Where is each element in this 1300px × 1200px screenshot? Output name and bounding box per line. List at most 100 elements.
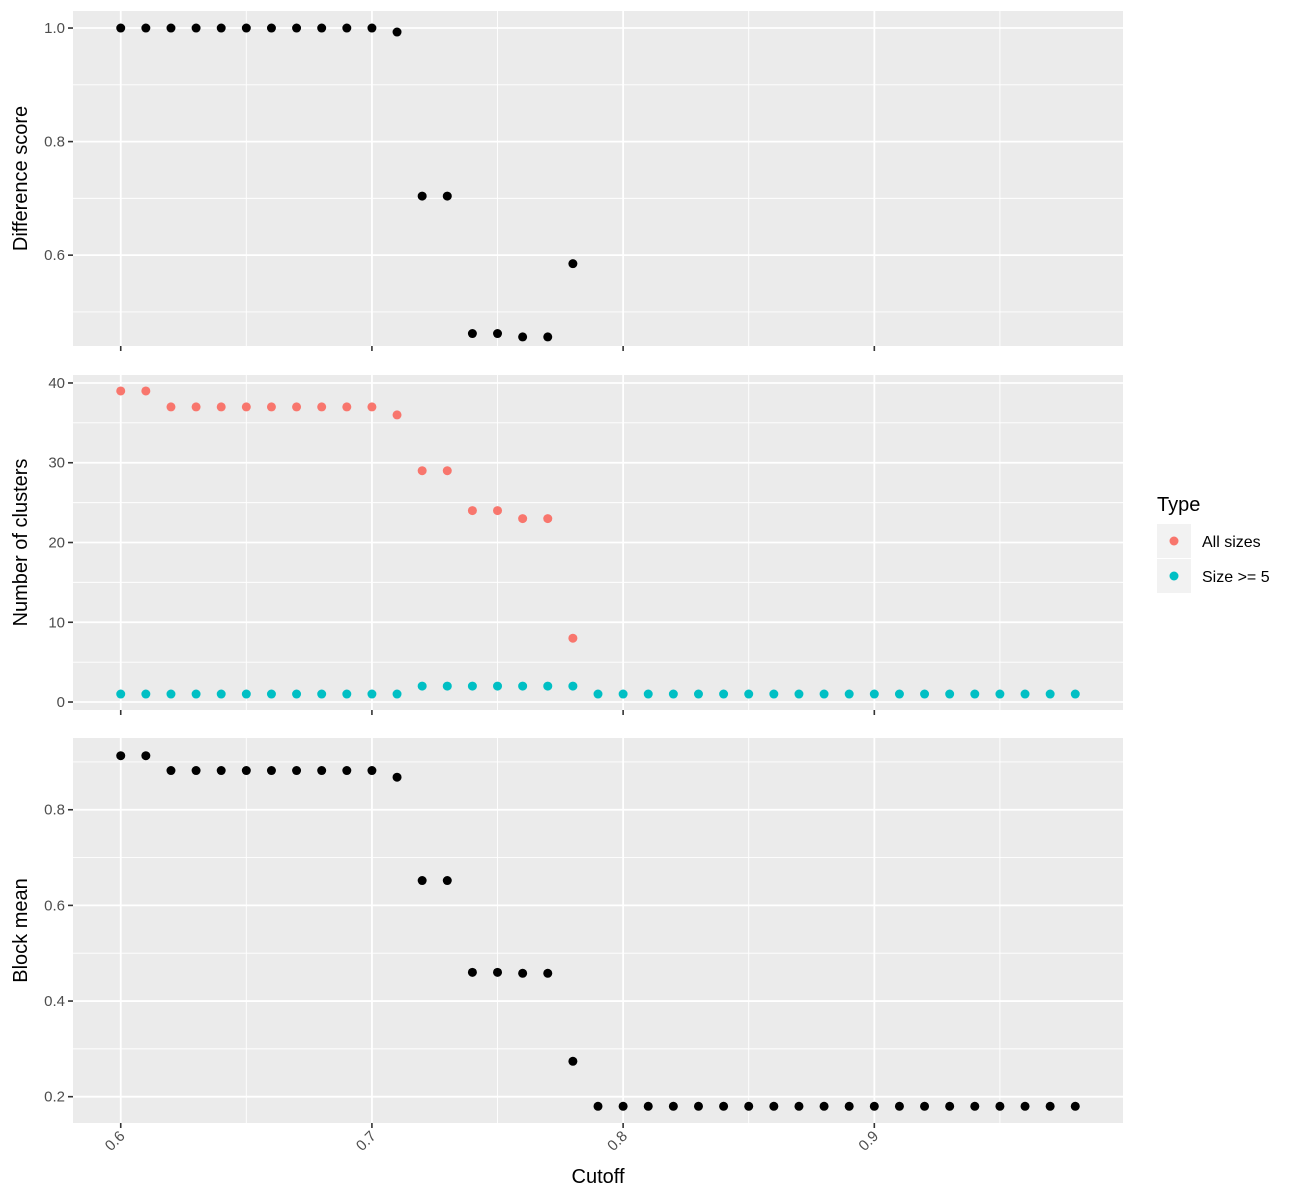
data-point — [970, 689, 980, 699]
data-point — [769, 1101, 779, 1111]
data-point — [995, 689, 1005, 699]
x-tick-label: 0.8 — [604, 1128, 631, 1155]
data-point — [744, 689, 754, 699]
series-points — [116, 751, 1080, 1111]
data-point — [241, 402, 251, 412]
data-point — [568, 259, 578, 269]
data-point — [317, 766, 327, 776]
legend-label: All sizes — [1202, 534, 1261, 551]
y-axis-title: Number of clusters — [10, 459, 32, 627]
data-point — [668, 689, 678, 699]
data-point — [367, 766, 377, 776]
data-point — [769, 689, 779, 699]
panel-background — [73, 738, 1123, 1123]
data-point — [266, 766, 276, 776]
series-all-sizes — [116, 386, 578, 643]
series-size-5 — [116, 681, 1080, 699]
y-tick-label: 0.6 — [44, 897, 65, 914]
data-point — [392, 27, 402, 37]
data-point — [216, 689, 226, 699]
data-point — [417, 466, 427, 476]
y-tick-label: 20 — [48, 535, 65, 552]
data-point — [241, 23, 251, 33]
data-point — [693, 689, 703, 699]
data-point — [894, 689, 904, 699]
data-point — [367, 23, 377, 33]
data-point — [216, 23, 226, 33]
legend-label: Size >= 5 — [1202, 569, 1270, 586]
y-tick-label: 0 — [57, 694, 65, 711]
data-point — [543, 332, 553, 342]
data-point — [1045, 1101, 1055, 1111]
data-point — [166, 766, 176, 776]
data-point — [493, 329, 503, 339]
data-point — [392, 410, 402, 420]
data-point — [543, 968, 553, 978]
data-point — [442, 876, 452, 886]
data-point — [894, 1101, 904, 1111]
legend-title: Type — [1157, 494, 1200, 516]
data-point — [442, 466, 452, 476]
data-point — [518, 681, 528, 691]
data-point — [844, 689, 854, 699]
data-point — [593, 1101, 603, 1111]
x-axis-title: Cutoff — [572, 1166, 625, 1188]
panel-3: 0.2 0.4 0.6 0.8 Block mean 0.6 0.7 0.8 0.9 — [10, 738, 1123, 1155]
data-point — [593, 689, 603, 699]
data-point — [367, 689, 377, 699]
y-tick-label: 0.4 — [44, 993, 65, 1010]
data-point — [292, 402, 302, 412]
data-point — [317, 23, 327, 33]
data-point — [292, 689, 302, 699]
data-point — [141, 386, 151, 396]
data-point — [844, 1101, 854, 1111]
legend-entry: All sizes — [1157, 524, 1261, 558]
data-point — [467, 506, 477, 516]
data-point — [166, 689, 176, 699]
data-point — [970, 1101, 980, 1111]
data-point — [493, 681, 503, 691]
data-point — [518, 332, 528, 342]
data-point — [543, 681, 553, 691]
data-point — [266, 23, 276, 33]
data-point — [342, 689, 352, 699]
data-point — [1020, 689, 1030, 699]
data-point — [568, 1056, 578, 1066]
data-point — [317, 402, 327, 412]
data-point — [543, 514, 553, 524]
x-tick-label: 0.7 — [353, 1128, 380, 1155]
data-point — [493, 967, 503, 977]
y-tick-label: 0.8 — [44, 134, 65, 151]
data-point — [1070, 689, 1080, 699]
data-point — [191, 766, 201, 776]
y-axis-title: Block mean — [10, 878, 32, 983]
data-point — [317, 689, 327, 699]
data-point — [367, 402, 377, 412]
data-point — [920, 689, 930, 699]
legend-entries: All sizes Size >= 5 — [1157, 524, 1270, 593]
data-point — [141, 751, 151, 761]
legend-marker — [1169, 571, 1179, 581]
data-point — [141, 689, 151, 699]
y-tick-label: 40 — [48, 375, 65, 392]
data-point — [794, 689, 804, 699]
data-point — [1070, 1101, 1080, 1111]
data-point — [241, 766, 251, 776]
data-point — [568, 633, 578, 643]
data-point — [467, 329, 477, 339]
data-point — [166, 402, 176, 412]
data-point — [191, 23, 201, 33]
data-point — [266, 689, 276, 699]
data-point — [141, 23, 151, 33]
data-point — [392, 772, 402, 782]
data-point — [493, 506, 503, 516]
y-tick-label: 0.2 — [44, 1089, 65, 1106]
data-point — [869, 1101, 879, 1111]
y-tick-label: 0.8 — [44, 802, 65, 819]
data-point — [342, 23, 352, 33]
x-tick-label: 0.9 — [855, 1128, 882, 1155]
data-point — [292, 766, 302, 776]
data-point — [417, 876, 427, 886]
data-point — [668, 1101, 678, 1111]
